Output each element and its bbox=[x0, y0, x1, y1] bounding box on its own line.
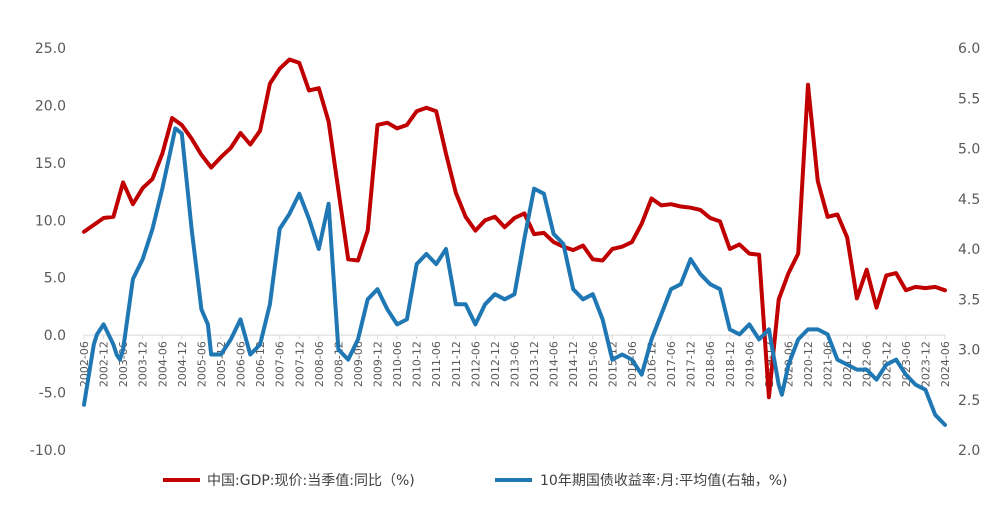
right-tick-label: 4.0 bbox=[958, 242, 980, 258]
x-tick-label: 2012-06 bbox=[469, 341, 482, 387]
left-tick-label: 10.0 bbox=[35, 213, 66, 229]
x-tick-label: 2021-06 bbox=[822, 341, 835, 387]
right-tick-label: 3.0 bbox=[958, 343, 980, 359]
x-tick-label: 2009-12 bbox=[372, 341, 385, 387]
legend-label-gdp: 中国:GDP:现价:当季值:同比（%) bbox=[207, 473, 415, 489]
x-tick-label: 2024-06 bbox=[939, 341, 952, 387]
x-tick-label: 2009-06 bbox=[352, 341, 365, 387]
x-tick-label: 2012-12 bbox=[489, 341, 502, 387]
x-tick-label: 2003-12 bbox=[137, 341, 150, 387]
x-tick-label: 2008-06 bbox=[313, 341, 326, 387]
x-tick-label: 2010-06 bbox=[391, 341, 404, 387]
x-tick-label: 2011-06 bbox=[430, 341, 443, 387]
left-tick-label: 0.0 bbox=[44, 328, 66, 344]
x-tick-label: 2022-06 bbox=[861, 341, 874, 387]
x-tick-label: 2010-12 bbox=[411, 341, 424, 387]
right-tick-label: 2.0 bbox=[958, 443, 980, 459]
x-tick-label: 2007-12 bbox=[293, 341, 306, 387]
left-axis-ticks: -10.0 -5.0 0.0 5.0 10.0 15.0 20.0 25.0 bbox=[30, 41, 66, 459]
series-line-yield bbox=[82, 126, 947, 427]
left-tick-label: 15.0 bbox=[35, 156, 66, 172]
right-tick-label: 2.5 bbox=[958, 393, 980, 409]
x-tick-label: 2016-06 bbox=[626, 341, 639, 387]
right-tick-label: 5.5 bbox=[958, 91, 980, 107]
x-tick-label: 2004-06 bbox=[156, 341, 169, 387]
right-axis-ticks: 2.0 2.5 3.0 3.5 4.0 4.5 5.0 5.5 6.0 bbox=[958, 41, 980, 459]
x-tick-label: 2006-06 bbox=[235, 341, 248, 387]
right-tick-label: 6.0 bbox=[958, 41, 980, 57]
series-line-gdp bbox=[82, 57, 947, 400]
x-tick-label: 2017-06 bbox=[665, 341, 678, 387]
x-tick-label: 2007-06 bbox=[274, 341, 287, 387]
left-tick-label: 20.0 bbox=[35, 98, 66, 114]
right-tick-label: 3.5 bbox=[958, 292, 980, 308]
x-tick-label: 2013-12 bbox=[528, 341, 541, 387]
x-tick-label: 2020-12 bbox=[802, 341, 815, 387]
right-tick-label: 4.5 bbox=[958, 192, 980, 208]
x-tick-label: 2015-06 bbox=[587, 341, 600, 387]
x-tick-label: 2011-12 bbox=[450, 341, 463, 387]
left-tick-label: -10.0 bbox=[30, 443, 66, 459]
x-tick-label: 2014-12 bbox=[567, 341, 580, 387]
left-tick-label: 5.0 bbox=[44, 271, 66, 287]
x-tick-label: 2014-06 bbox=[548, 341, 561, 387]
x-tick-label: 2018-06 bbox=[704, 341, 717, 387]
legend: 中国:GDP:现价:当季值:同比（%) 10年期国债收益率:月:平均值(右轴，%… bbox=[163, 472, 787, 489]
x-tick-label: 2013-06 bbox=[509, 341, 522, 387]
x-tick-label: 2017-12 bbox=[685, 341, 698, 387]
x-tick-label: 2004-12 bbox=[176, 341, 189, 387]
x-tick-label: 2002-12 bbox=[98, 341, 111, 387]
x-tick-label: 2018-12 bbox=[724, 341, 737, 387]
right-tick-label: 5.0 bbox=[958, 142, 980, 158]
series-layer bbox=[82, 57, 947, 427]
legend-label-yield: 10年期国债收益率:月:平均值(右轴，%) bbox=[540, 472, 787, 489]
x-tick-label: 2005-06 bbox=[195, 341, 208, 387]
x-tick-label: 2023-12 bbox=[919, 341, 932, 387]
left-tick-label: -5.0 bbox=[39, 386, 66, 402]
left-tick-label: 25.0 bbox=[35, 41, 66, 57]
x-tick-label: 2019-06 bbox=[743, 341, 756, 387]
x-tick-label: 2006-12 bbox=[254, 341, 267, 387]
